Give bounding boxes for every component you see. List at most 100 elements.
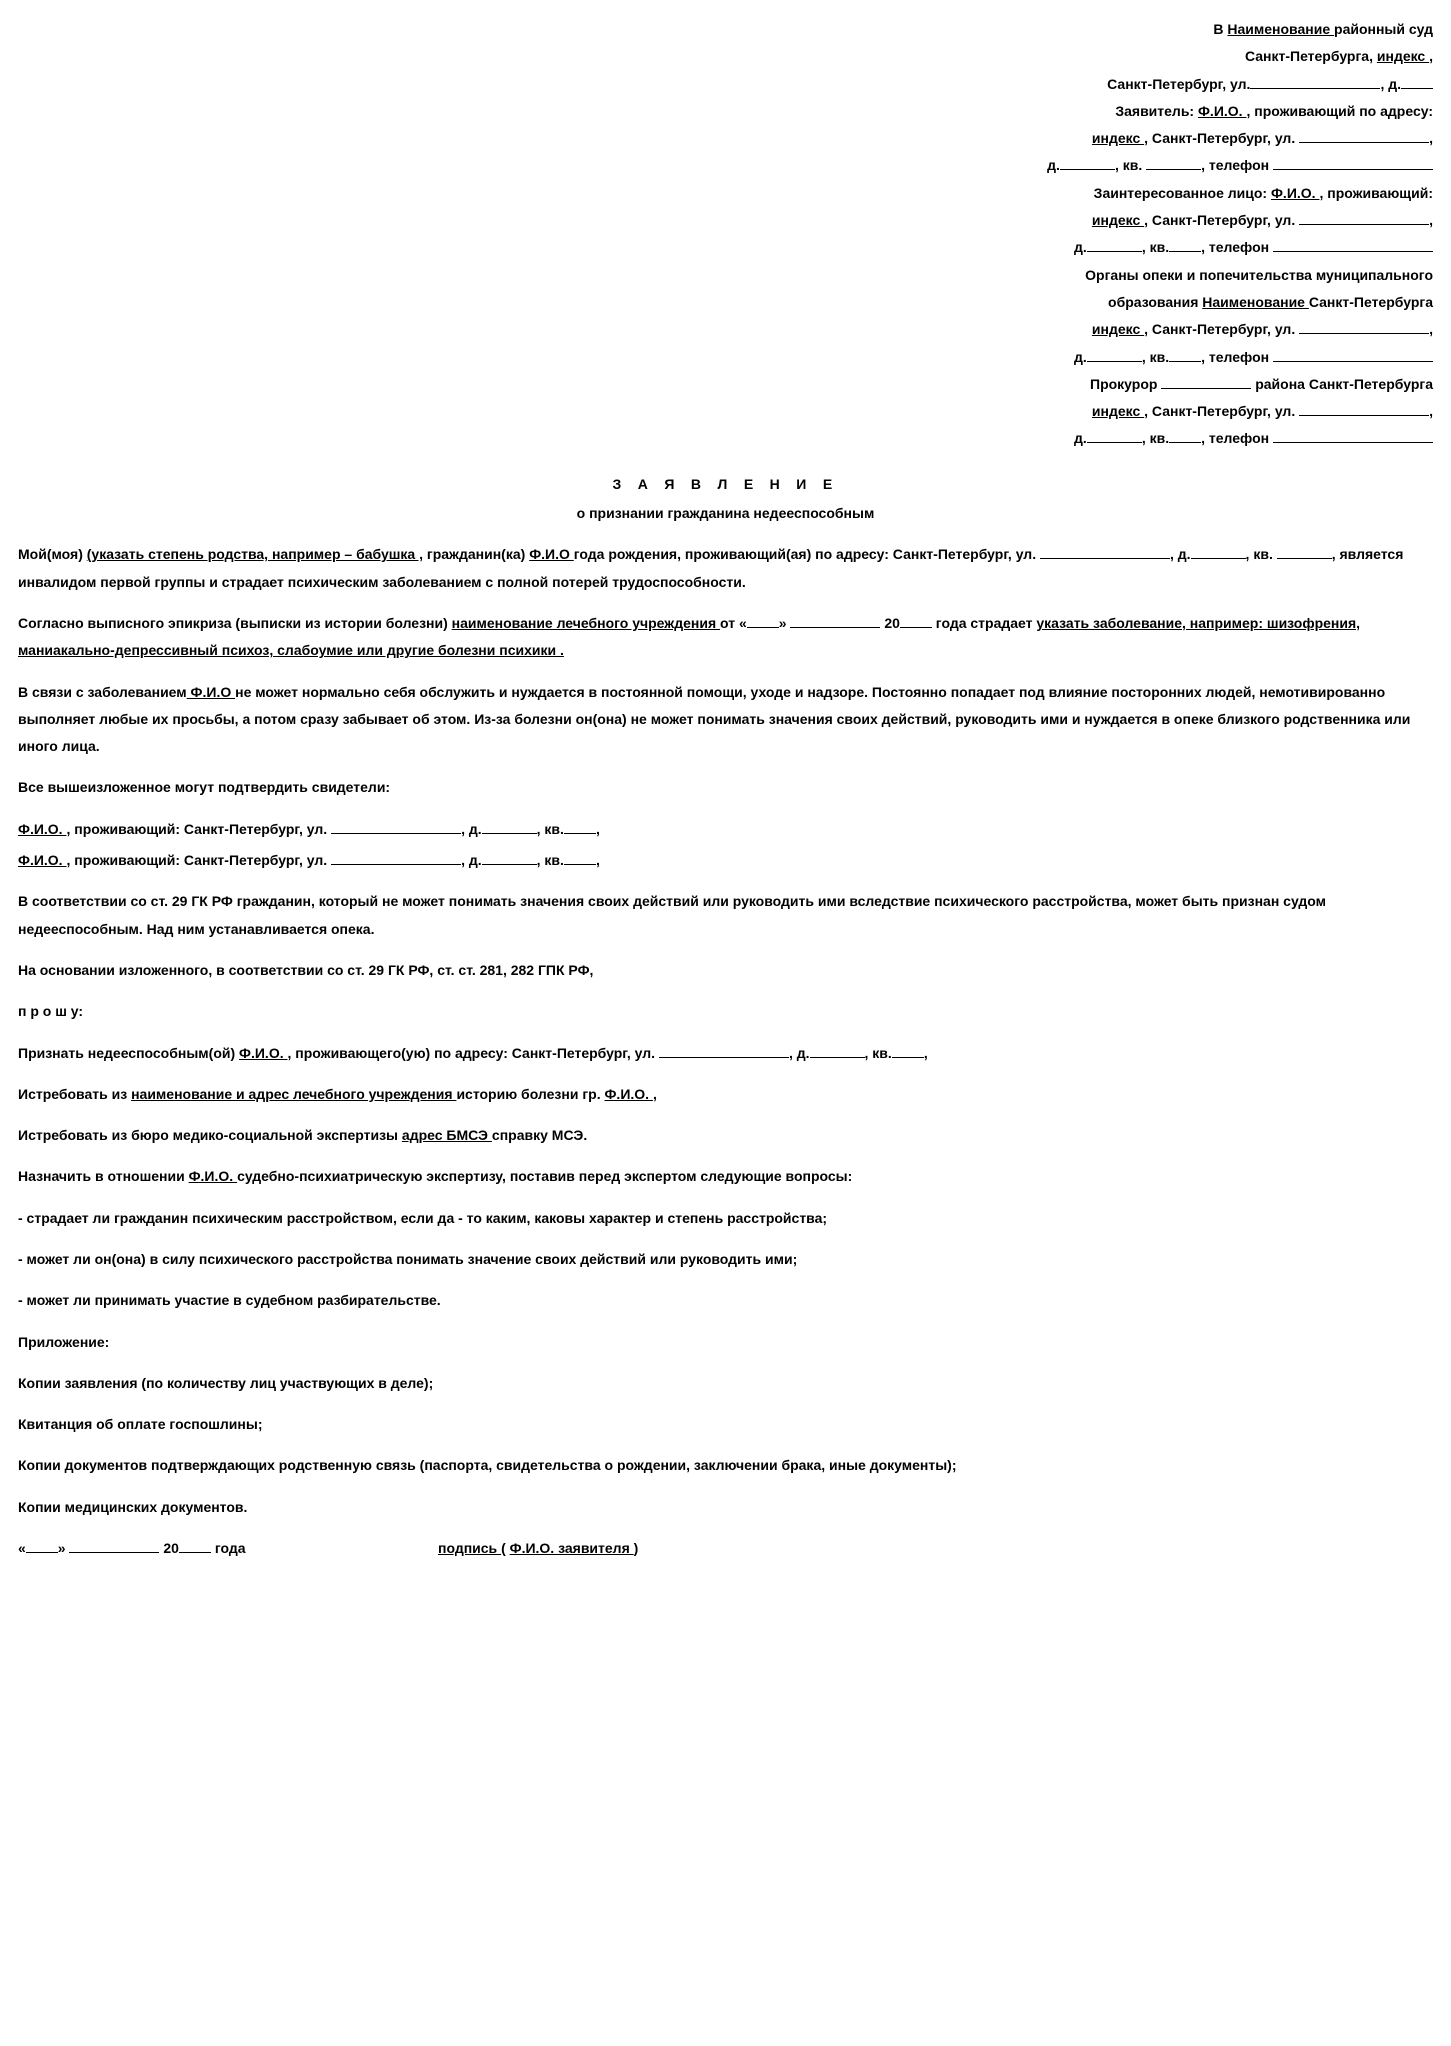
blank-street (331, 820, 461, 833)
para-1: Мой(моя) (указать степень родства, напри… (18, 541, 1433, 596)
court-header: В Наименование районный суд Санкт-Петерб… (18, 16, 1433, 453)
fill-municipality: Наименование (1202, 294, 1309, 310)
hl-court: В Наименование районный суд (18, 16, 1433, 43)
fill-index: индекс (1092, 321, 1144, 337)
doc-title: З А Я В Л Е Н И Е (18, 471, 1433, 498)
blank-flat (1277, 546, 1332, 559)
blank-house (1087, 430, 1142, 443)
para-ask: п р о ш у: (18, 998, 1433, 1025)
para-law: В соответствии со ст. 29 ГК РФ гражданин… (18, 888, 1433, 943)
blank-flat (564, 820, 596, 833)
witness-1: Ф.И.О. , проживающий: Санкт-Петербург, у… (18, 816, 1433, 843)
signature-date: «» 20 года (18, 1535, 438, 1562)
fill-applicant-fio: Ф.И.О. заявителя (510, 1540, 634, 1556)
hl-guardianship-addr: индекс , Санкт-Петербург, ул. , (18, 316, 1433, 343)
fill-fio: Ф.И.О. (239, 1045, 287, 1061)
blank-month (69, 1540, 159, 1553)
blank-flat (1146, 157, 1201, 170)
blank-day (747, 615, 779, 628)
fill-signature: подпись (438, 1540, 501, 1556)
para-witnesses: Все вышеизложенное могут подтвердить сви… (18, 774, 1433, 801)
blank-flat (892, 1044, 924, 1057)
blank-year (179, 1540, 211, 1553)
blank-street (1299, 212, 1429, 225)
hl-guardianship-name: образования Наименование Санкт-Петербург… (18, 289, 1433, 316)
attachment-2: Квитанция об оплате госпошлины; (18, 1411, 1433, 1438)
fill-bmse-address: адрес БМСЭ (402, 1127, 492, 1143)
fill-index: индекс (1092, 130, 1144, 146)
fill-court-name: Наименование (1227, 21, 1334, 37)
signature-name: подпись ( Ф.И.О. заявителя ) (438, 1535, 638, 1562)
para-basis: На основании изложенного, в соответствии… (18, 957, 1433, 984)
hl-applicant: Заявитель: Ф.И.О. , проживающий по адрес… (18, 98, 1433, 125)
blank-phone (1273, 157, 1433, 170)
hl-prosecutor: Прокурор района Санкт-Петербурга (18, 371, 1433, 398)
fill-fio: Ф.И.О. (604, 1086, 652, 1102)
hl-interested: Заинтересованное лицо: Ф.И.О. , проживаю… (18, 180, 1433, 207)
blank-day (26, 1540, 58, 1553)
question-3: - может ли принимать участие в судебном … (18, 1287, 1433, 1314)
blank-street (659, 1044, 789, 1057)
blank-flat (564, 852, 596, 865)
blank-flat (1169, 430, 1201, 443)
attachment-4: Копии медицинских документов. (18, 1494, 1433, 1521)
blank-month (790, 615, 880, 628)
witness-2: Ф.И.О. , проживающий: Санкт-Петербург, у… (18, 847, 1433, 874)
blank-district (1161, 376, 1251, 389)
fill-index: индекс (1092, 403, 1144, 419)
hl-interested-house: д., кв., телефон (18, 234, 1433, 261)
attachments-heading: Приложение: (18, 1329, 1433, 1356)
blank-house (1401, 75, 1433, 88)
request-3: Истребовать из бюро медико-социальной эк… (18, 1122, 1433, 1149)
attachment-1: Копии заявления (по количеству лиц участ… (18, 1370, 1433, 1397)
signature-row: «» 20 года подпись ( Ф.И.О. заявителя ) (18, 1535, 1433, 1562)
hl-applicant-house: д., кв. , телефон (18, 152, 1433, 179)
blank-street (1250, 75, 1380, 88)
request-1: Признать недееспособным(ой) Ф.И.О. , про… (18, 1040, 1433, 1067)
fill-interested-fio: Ф.И.О. (1271, 185, 1319, 201)
blank-year (900, 615, 932, 628)
blank-house (482, 852, 537, 865)
fill-applicant-fio: Ф.И.О. (1198, 103, 1246, 119)
para-3: В связи с заболеванием Ф.И.О не может но… (18, 679, 1433, 761)
hl-applicant-addr: индекс , Санкт-Петербург, ул. , (18, 125, 1433, 152)
question-1: - страдает ли гражданин психическим расс… (18, 1205, 1433, 1232)
fill-relationship: (указать степень родства, например – баб… (87, 546, 423, 562)
request-4: Назначить в отношении Ф.И.О. судебно-пси… (18, 1163, 1433, 1190)
blank-street (1299, 321, 1429, 334)
fill-index: индекс (1092, 212, 1144, 228)
blank-house (1087, 348, 1142, 361)
blank-house (482, 820, 537, 833)
hl-street: Санкт-Петербург, ул., д. (18, 71, 1433, 98)
fill-fio: Ф.И.О (529, 546, 574, 562)
blank-house (1060, 157, 1115, 170)
fill-fio: Ф.И.О. (189, 1168, 237, 1184)
blank-house (810, 1044, 865, 1057)
fill-fio: Ф.И.О. (18, 852, 66, 868)
request-2: Истребовать из наименование и адрес лече… (18, 1081, 1433, 1108)
blank-street (1299, 403, 1429, 416)
blank-phone (1273, 430, 1433, 443)
para-2: Согласно выписного эпикриза (выписки из … (18, 610, 1433, 665)
doc-subtitle: о признании гражданина недееспособным (18, 500, 1433, 527)
blank-phone (1273, 239, 1433, 252)
fill-hospital: наименование и адрес лечебного учреждени… (131, 1086, 456, 1102)
hl-guardianship: Органы опеки и попечительства муниципаль… (18, 262, 1433, 289)
hl-city: Санкт-Петербурга, индекс , (18, 43, 1433, 70)
blank-flat (1169, 239, 1201, 252)
fill-fio: Ф.И.О (187, 684, 235, 700)
blank-phone (1273, 348, 1433, 361)
hl-prosecutor-addr: индекс , Санкт-Петербург, ул. , (18, 398, 1433, 425)
blank-street (331, 852, 461, 865)
hl-interested-addr: индекс , Санкт-Петербург, ул. , (18, 207, 1433, 234)
fill-fio: Ф.И.О. (18, 821, 66, 837)
blank-house (1191, 546, 1246, 559)
blank-house (1087, 239, 1142, 252)
hl-prosecutor-house: д., кв., телефон (18, 425, 1433, 452)
fill-index: индекс (1377, 48, 1429, 64)
blank-street (1299, 130, 1429, 143)
fill-hospital: наименование лечебного учреждения (452, 615, 720, 631)
attachment-3: Копии документов подтверждающих родствен… (18, 1452, 1433, 1479)
hl-guardianship-house: д., кв., телефон (18, 344, 1433, 371)
blank-flat (1169, 348, 1201, 361)
